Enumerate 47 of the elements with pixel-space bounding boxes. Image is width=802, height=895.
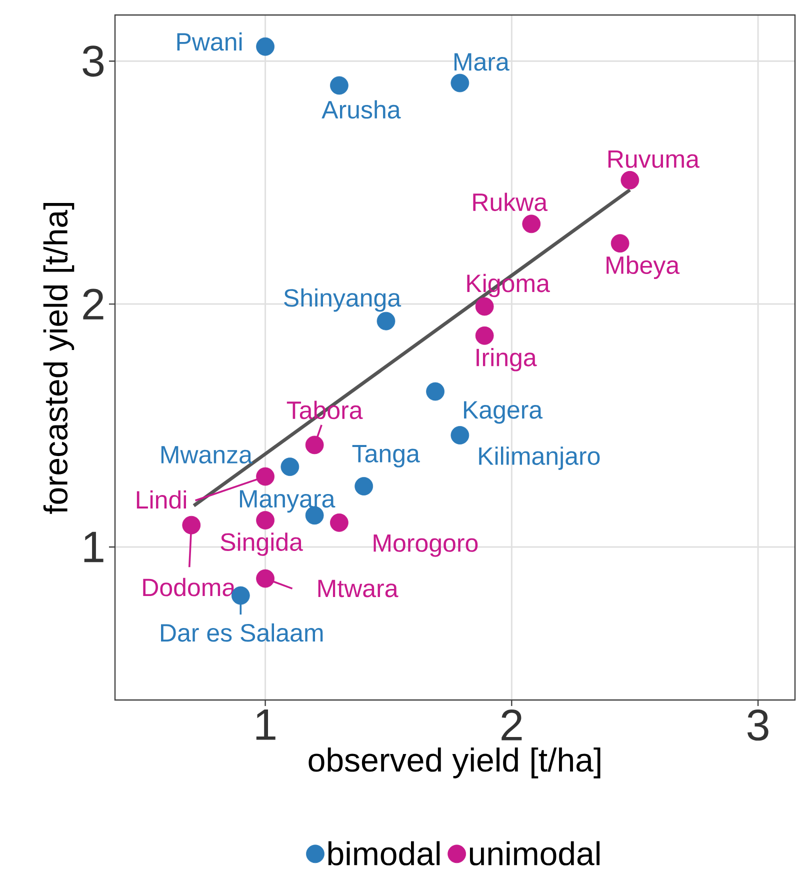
point	[475, 326, 494, 345]
x-tick-label: 3	[747, 710, 768, 741]
legend-label: unimodal	[470, 841, 600, 866]
point	[182, 516, 201, 534]
point	[376, 312, 396, 330]
annotation: Mwanza	[161, 446, 252, 464]
annotation: Dodoma	[143, 578, 236, 596]
y-tick-label: 2	[83, 288, 104, 320]
annotation: Morogoro	[374, 534, 478, 557]
point	[450, 426, 470, 444]
annotation: Rukwa	[473, 192, 548, 212]
x-tick-label: 1	[256, 710, 276, 740]
point	[256, 37, 274, 56]
point	[354, 477, 374, 496]
x-axis-title: observed yield [t/ha]	[308, 748, 600, 778]
annotation: Iringa	[476, 348, 537, 372]
legend-label: bimodal	[328, 841, 440, 866]
point	[610, 234, 630, 253]
y-axis-title: forecasted yield [t/ha]	[43, 203, 74, 514]
point	[330, 76, 348, 95]
annotation: Dar es Salaam	[161, 623, 323, 642]
point	[256, 569, 274, 588]
point	[426, 382, 444, 401]
annotation: Ruvuma	[608, 150, 700, 168]
annotation: Mara	[454, 53, 510, 71]
annotation: Arusha	[322, 100, 401, 119]
point	[450, 74, 470, 92]
point	[522, 214, 541, 234]
annotation: Tanga	[352, 445, 420, 468]
y-tick-label: 3	[82, 46, 104, 77]
annotation: Lindi	[136, 490, 186, 509]
point	[475, 297, 494, 316]
point	[620, 170, 640, 190]
y-tick-label: 1	[84, 532, 104, 562]
annotation: Shinyanga	[284, 288, 402, 312]
annotation: Kilimanjaro	[479, 446, 600, 470]
point	[305, 436, 324, 454]
point	[280, 458, 300, 476]
annotation: Kagera	[464, 401, 543, 424]
annotation: Manyara	[240, 490, 336, 513]
annotation: Pwani	[177, 32, 242, 51]
x-tick-label: 2	[502, 710, 522, 740]
annotation: Mbeya	[606, 256, 680, 279]
point	[330, 513, 348, 532]
annotation: Mtwara	[318, 580, 398, 598]
point	[256, 467, 274, 486]
annotation: Singida	[220, 532, 303, 556]
